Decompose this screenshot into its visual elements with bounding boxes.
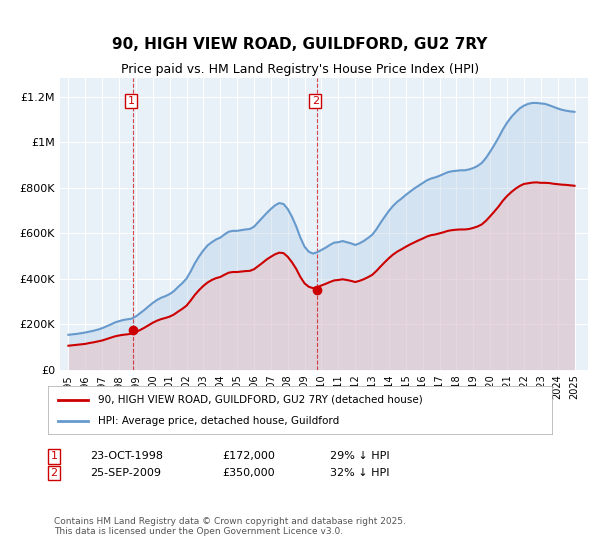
Text: 1: 1 (128, 96, 134, 106)
Text: 2: 2 (311, 96, 319, 106)
Text: £350,000: £350,000 (222, 468, 275, 478)
Text: 2: 2 (50, 468, 58, 478)
Text: 90, HIGH VIEW ROAD, GUILDFORD, GU2 7RY (detached house): 90, HIGH VIEW ROAD, GUILDFORD, GU2 7RY (… (98, 395, 423, 405)
Text: 29% ↓ HPI: 29% ↓ HPI (330, 451, 389, 461)
Text: 1: 1 (50, 451, 58, 461)
Text: 90, HIGH VIEW ROAD, GUILDFORD, GU2 7RY: 90, HIGH VIEW ROAD, GUILDFORD, GU2 7RY (112, 38, 488, 52)
Text: HPI: Average price, detached house, Guildford: HPI: Average price, detached house, Guil… (98, 416, 340, 426)
Text: 23-OCT-1998: 23-OCT-1998 (90, 451, 163, 461)
Text: 32% ↓ HPI: 32% ↓ HPI (330, 468, 389, 478)
Text: 25-SEP-2009: 25-SEP-2009 (90, 468, 161, 478)
Text: Price paid vs. HM Land Registry's House Price Index (HPI): Price paid vs. HM Land Registry's House … (121, 63, 479, 77)
Text: Contains HM Land Registry data © Crown copyright and database right 2025.
This d: Contains HM Land Registry data © Crown c… (54, 517, 406, 536)
Text: £172,000: £172,000 (222, 451, 275, 461)
